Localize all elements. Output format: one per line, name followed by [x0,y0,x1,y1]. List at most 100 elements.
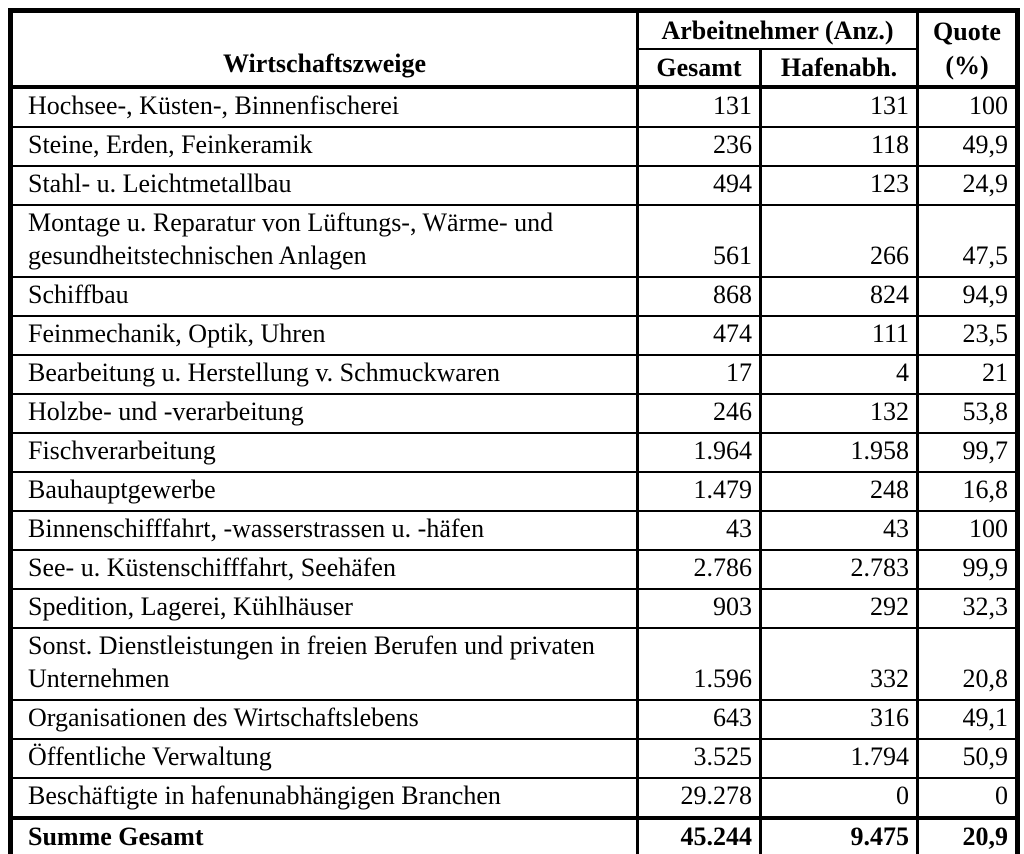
total-cell: 29.278 [636,777,762,819]
sector-label-cell: Öffentliche Verwaltung [9,738,639,779]
port-dependent-cell: 824 [759,276,919,317]
total-cell: 903 [636,588,762,629]
quote-cell: 23,5 [916,315,1019,356]
summary-quote-cell: 20,9 [916,816,1019,854]
sector-label-cell: Sonst. Dienstleistungen in freien Berufe… [9,627,639,701]
quote-cell: 50,9 [916,738,1019,779]
port-dependent-cell: 316 [759,699,919,740]
table-row: Bauhauptgewerbe 1.479 248 16,8 [9,471,1019,512]
table-row: Montage u. Reparatur von Lüftungs-, Wärm… [9,204,1019,278]
port-dependent-cell: 123 [759,165,919,206]
quote-cell: 20,8 [916,627,1019,701]
table-row: Fischverarbeitung 1.964 1.958 99,7 [9,432,1019,473]
total-cell: 561 [636,204,762,278]
table-row: Feinmechanik, Optik, Uhren 474 111 23,5 [9,315,1019,356]
quote-cell: 94,9 [916,276,1019,317]
table-row: Bearbeitung u. Herstellung v. Schmuckwar… [9,354,1019,395]
port-dependent-cell: 0 [759,777,919,819]
quote-cell: 0 [916,777,1019,819]
quote-cell: 99,9 [916,549,1019,590]
quote-cell: 99,7 [916,432,1019,473]
summary-label-cell: Summe Gesamt [9,816,639,854]
sector-label-cell: Steine, Erden, Feinkeramik [9,126,639,167]
column-header-quote: Quote (%) [916,9,1019,89]
sector-label-cell: Fischverarbeitung [9,432,639,473]
quote-cell: 24,9 [916,165,1019,206]
sector-label-cell: Spedition, Lagerei, Kühlhäuser [9,588,639,629]
quote-cell: 100 [916,510,1019,551]
quote-cell: 49,9 [916,126,1019,167]
table-row: Organisationen des Wirtschaftslebens 643… [9,699,1019,740]
quote-cell: 100 [916,86,1019,128]
total-cell: 3.525 [636,738,762,779]
table-header: Wirtschaftszweige Arbeitnehmer (Anz.) Qu… [9,9,1019,89]
table-body: Hochsee-, Küsten-, Binnenfischerei 131 1… [9,86,1019,854]
total-cell: 246 [636,393,762,434]
total-cell: 17 [636,354,762,395]
column-header-economic-sectors: Wirtschaftszweige [9,9,639,89]
sector-label-cell: Schiffbau [9,276,639,317]
sector-label-cell: Hochsee-, Küsten-, Binnenfischerei [9,86,639,128]
port-dependent-cell: 1.794 [759,738,919,779]
total-cell: 494 [636,165,762,206]
total-cell: 474 [636,315,762,356]
table-row: Sonst. Dienstleistungen in freien Berufe… [9,627,1019,701]
column-header-port-dependent: Hafenabh. [759,48,919,89]
sector-label-cell: See- u. Küstenschifffahrt, Seehäfen [9,549,639,590]
sector-label-cell: Bauhauptgewerbe [9,471,639,512]
table-row: See- u. Küstenschifffahrt, Seehäfen 2.78… [9,549,1019,590]
header-row-subcolumns: Gesamt Hafenabh. [11,48,1018,89]
quote-header-line1: Quote [933,17,1001,46]
total-cell: 643 [636,699,762,740]
port-dependent-cell: 131 [759,86,919,128]
quote-cell: 53,8 [916,393,1019,434]
port-dependency-table: Wirtschaftszweige Arbeitnehmer (Anz.) Qu… [8,8,1020,854]
total-cell: 43 [636,510,762,551]
total-cell: 2.786 [636,549,762,590]
quote-cell: 32,3 [916,588,1019,629]
table-row: Holzbe- und -verarbeitung 246 132 53,8 [9,393,1019,434]
header-row-group: Wirtschaftszweige Arbeitnehmer (Anz.) Qu… [9,9,1019,89]
total-cell: 131 [636,86,762,128]
quote-cell: 49,1 [916,699,1019,740]
quote-cell: 16,8 [916,471,1019,512]
total-cell: 236 [636,126,762,167]
port-dependent-cell: 1.958 [759,432,919,473]
sector-label-cell: Beschäftigte in hafenunabhängigen Branch… [9,777,639,819]
port-dependent-cell: 332 [759,627,919,701]
summary-total-cell: 45.244 [636,816,762,854]
sector-label-cell: Organisationen des Wirtschaftslebens [9,699,639,740]
sector-label-cell: Stahl- u. Leichtmetallbau [9,165,639,206]
table-row: Hochsee-, Küsten-, Binnenfischerei 131 1… [9,86,1019,128]
column-header-employees-group: Arbeitnehmer (Anz.) [636,9,919,50]
table-row: Stahl- u. Leichtmetallbau 494 123 24,9 [9,165,1019,206]
sector-label-cell: Montage u. Reparatur von Lüftungs-, Wärm… [9,204,639,278]
summary-row: Summe Gesamt 45.244 9.475 20,9 [9,816,1019,854]
summary-port-dependent-cell: 9.475 [759,816,919,854]
sector-label-cell: Bearbeitung u. Herstellung v. Schmuckwar… [9,354,639,395]
port-dependent-cell: 4 [759,354,919,395]
port-dependent-cell: 111 [759,315,919,356]
table-row: Spedition, Lagerei, Kühlhäuser 903 292 3… [9,588,1019,629]
table-row: Binnenschifffahrt, -wasserstrassen u. -h… [9,510,1019,551]
sector-label-cell: Feinmechanik, Optik, Uhren [9,315,639,356]
total-cell: 868 [636,276,762,317]
total-cell: 1.964 [636,432,762,473]
port-dependent-cell: 248 [759,471,919,512]
table-row: Steine, Erden, Feinkeramik 236 118 49,9 [9,126,1019,167]
total-cell: 1.596 [636,627,762,701]
quote-header-line2: (%) [945,51,989,80]
sector-label-cell: Binnenschifffahrt, -wasserstrassen u. -h… [9,510,639,551]
port-dependent-cell: 118 [759,126,919,167]
table-row: Öffentliche Verwaltung 3.525 1.794 50,9 [9,738,1019,779]
table-row: Beschäftigte in hafenunabhängigen Branch… [9,777,1019,819]
port-dependent-cell: 292 [759,588,919,629]
port-dependent-cell: 266 [759,204,919,278]
table-row: Schiffbau 868 824 94,9 [9,276,1019,317]
column-header-total: Gesamt [636,48,762,89]
sector-label-cell: Holzbe- und -verarbeitung [9,393,639,434]
port-dependent-cell: 2.783 [759,549,919,590]
port-dependent-cell: 43 [759,510,919,551]
port-dependent-cell: 132 [759,393,919,434]
